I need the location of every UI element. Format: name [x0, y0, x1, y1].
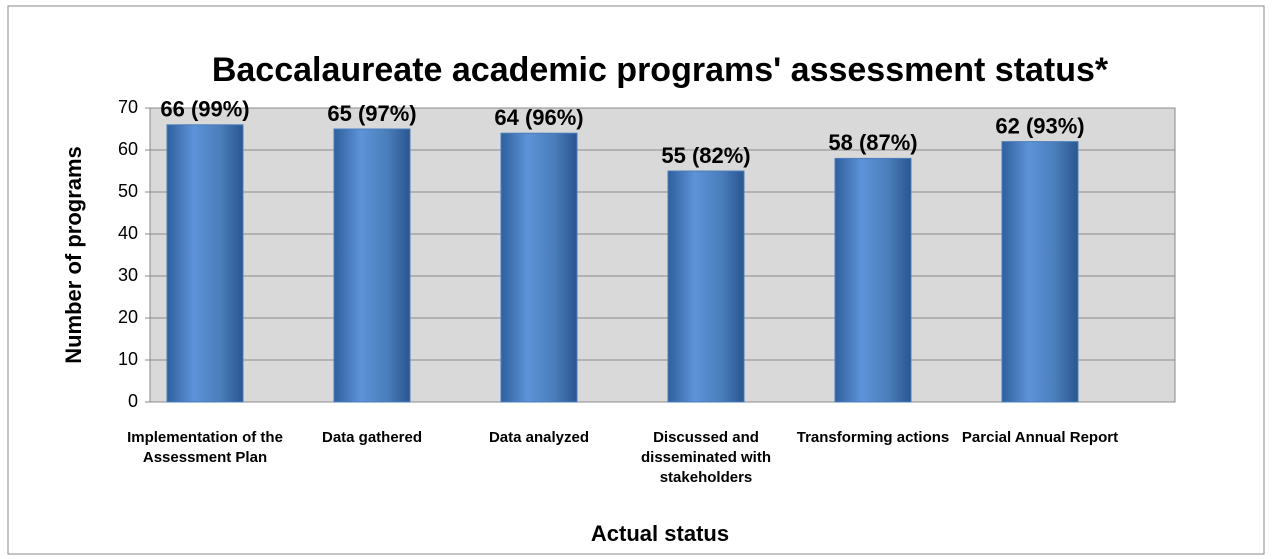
y-tick-label: 0 [128, 391, 138, 411]
x-tick-label: Transforming actions [796, 429, 950, 446]
y-axis-label: Number of programs [61, 146, 86, 364]
data-label: 58 (87%) [828, 130, 917, 155]
x-tick-label: Data gathered [321, 429, 423, 446]
data-label: 55 (82%) [661, 143, 750, 168]
bar [667, 170, 745, 403]
bar [166, 124, 244, 403]
chart-title: Baccalaureate academic programs' assessm… [212, 51, 1109, 89]
x-tick-label: Parcial Annual Report [961, 429, 1119, 446]
y-tick-label: 30 [118, 265, 138, 285]
x-tick-label: Discussed and disseminated with stakehol… [640, 429, 772, 486]
bar [500, 132, 578, 403]
data-label: 65 (97%) [327, 101, 416, 126]
y-tick-label: 70 [118, 97, 138, 117]
data-label: 66 (99%) [160, 97, 249, 122]
y-tick-label: 50 [118, 181, 138, 201]
bar [333, 128, 411, 403]
y-tick-label: 60 [118, 139, 138, 159]
y-tick-label: 40 [118, 223, 138, 243]
data-label: 64 (96%) [494, 105, 583, 130]
x-tick-label: Implementation of the Assessment Plan [127, 429, 283, 466]
y-tick-label: 10 [118, 349, 138, 369]
x-tick-label: Data analyzed [488, 429, 590, 446]
bar [834, 157, 912, 403]
y-tick-label: 20 [118, 307, 138, 327]
data-label: 62 (93%) [995, 113, 1084, 138]
x-axis-label: Actual status [591, 521, 729, 546]
bar [1001, 141, 1079, 403]
